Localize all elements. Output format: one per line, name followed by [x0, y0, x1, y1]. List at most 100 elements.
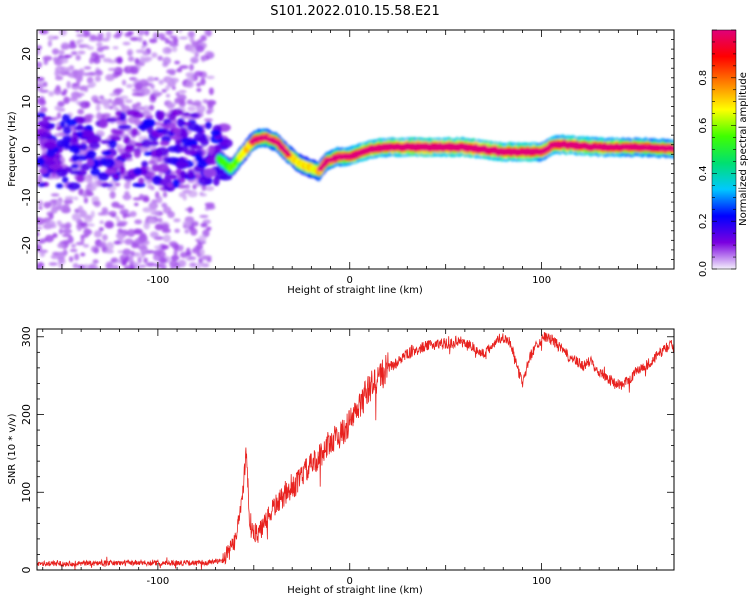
noise-blob [167, 210, 175, 219]
noise-blob [135, 49, 146, 54]
noise-blob [196, 82, 202, 87]
noise-blob [93, 247, 100, 254]
noise-blob [191, 247, 201, 254]
noise-blob [124, 99, 133, 104]
noise-core-blob [167, 145, 179, 153]
noise-blob [127, 30, 134, 36]
y-tick-label: 10 [20, 95, 33, 109]
noise-core-blob [50, 164, 64, 170]
spectrogram-y-axis: -20 -10 0 10 20 [20, 29, 674, 270]
noise-core-blob [101, 150, 112, 156]
colorbar-tick-label: 0.6 [698, 118, 709, 134]
noise-blob [54, 105, 61, 111]
noise-blob [71, 213, 81, 221]
noise-core-blob [165, 123, 177, 129]
x-tick-label: -100 [147, 576, 170, 587]
noise-blob [137, 36, 143, 43]
noise-blob [88, 57, 94, 65]
noise-blob [117, 250, 124, 254]
noise-blob [153, 245, 163, 250]
noise-blob [143, 257, 148, 264]
noise-core-blob [55, 183, 64, 189]
noise-blob [118, 220, 128, 226]
noise-core-blob [184, 149, 198, 156]
noise-blob [109, 191, 116, 199]
noise-core-blob [68, 145, 80, 153]
noise-blob [123, 213, 132, 218]
noise-blob [62, 203, 70, 211]
noise-core-blob [123, 135, 131, 145]
noise-blob [158, 79, 164, 85]
noise-blob [56, 200, 63, 206]
noise-blob [160, 244, 170, 250]
noise-blob [197, 261, 205, 268]
noise-blob [116, 56, 123, 65]
noise-blob [104, 249, 114, 254]
noise-blob [144, 114, 154, 119]
noise-core-blob [176, 117, 185, 128]
noise-core-blob [104, 168, 118, 175]
noise-blob [126, 229, 136, 237]
noise-blob [134, 202, 139, 207]
noise-blob [48, 262, 58, 266]
noise-blob [101, 234, 108, 241]
noise-core-blob [156, 163, 169, 173]
noise-blob [38, 99, 47, 106]
noise-core-blob [86, 158, 95, 167]
noise-blob [134, 219, 143, 225]
noise-blob [157, 55, 163, 61]
noise-blob [142, 50, 149, 56]
noise-blob [116, 204, 125, 209]
noise-blob [37, 244, 42, 248]
noise-blob [202, 229, 210, 238]
noise-blob [113, 66, 123, 75]
noise-blob [199, 248, 205, 256]
noise-blob [55, 75, 64, 81]
noise-core-blob [133, 149, 141, 159]
noise-blob [50, 254, 60, 260]
noise-blob [160, 37, 169, 41]
noise-blob [63, 96, 70, 104]
noise-blob [129, 210, 137, 217]
noise-blob [192, 100, 202, 107]
noise-blob [133, 78, 141, 83]
snr-x-axis: -100 0 100 [42, 329, 658, 587]
noise-core-blob [37, 112, 46, 118]
noise-core-blob [38, 167, 48, 175]
noise-blob [151, 52, 158, 58]
noise-core-blob [141, 160, 149, 168]
noise-blob [77, 69, 84, 78]
noise-blob [38, 200, 43, 207]
noise-blob [134, 57, 140, 65]
noise-blob [201, 184, 207, 192]
noise-blob [142, 40, 147, 47]
noise-blob [208, 87, 214, 96]
noise-core-blob [137, 124, 150, 130]
noise-blob [184, 220, 190, 227]
noise-blob [151, 89, 159, 94]
noise-blob [98, 227, 104, 232]
noise-blob [37, 226, 43, 230]
noise-blob [68, 71, 78, 79]
noise-core-blob [175, 161, 189, 169]
noise-blob [187, 44, 195, 52]
noise-core-blob [205, 156, 219, 165]
noise-blob [122, 193, 132, 201]
noise-blob [196, 88, 202, 92]
noise-blob [75, 39, 81, 45]
noise-core-blob [164, 173, 178, 180]
snr-x-axis-label: Height of straight line (km) [287, 585, 423, 596]
noise-core-blob [37, 182, 46, 188]
noise-blob [48, 224, 57, 229]
noise-core-blob [219, 138, 233, 148]
noise-core-blob [175, 138, 182, 146]
noise-core-blob [103, 158, 116, 168]
noise-blob [173, 249, 178, 257]
noise-core-blob [61, 176, 69, 184]
colorbar-tick-label: 0.2 [698, 213, 709, 229]
noise-blob [116, 30, 123, 37]
noise-blob [88, 183, 97, 192]
noise-blob [83, 32, 89, 38]
noise-blob [44, 234, 54, 243]
noise-blob [143, 222, 150, 230]
